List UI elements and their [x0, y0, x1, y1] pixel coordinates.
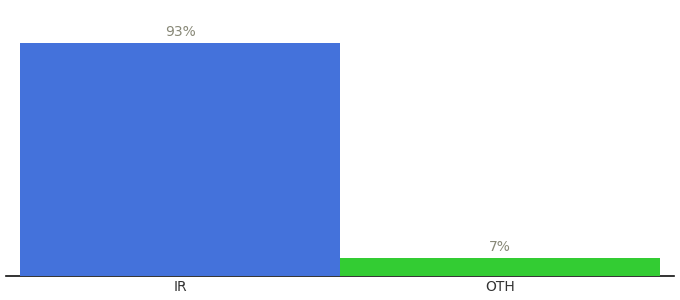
Text: 93%: 93%	[165, 25, 195, 39]
Bar	[20, 43, 340, 276]
Bar	[340, 258, 660, 276]
Text: 7%: 7%	[489, 240, 511, 254]
